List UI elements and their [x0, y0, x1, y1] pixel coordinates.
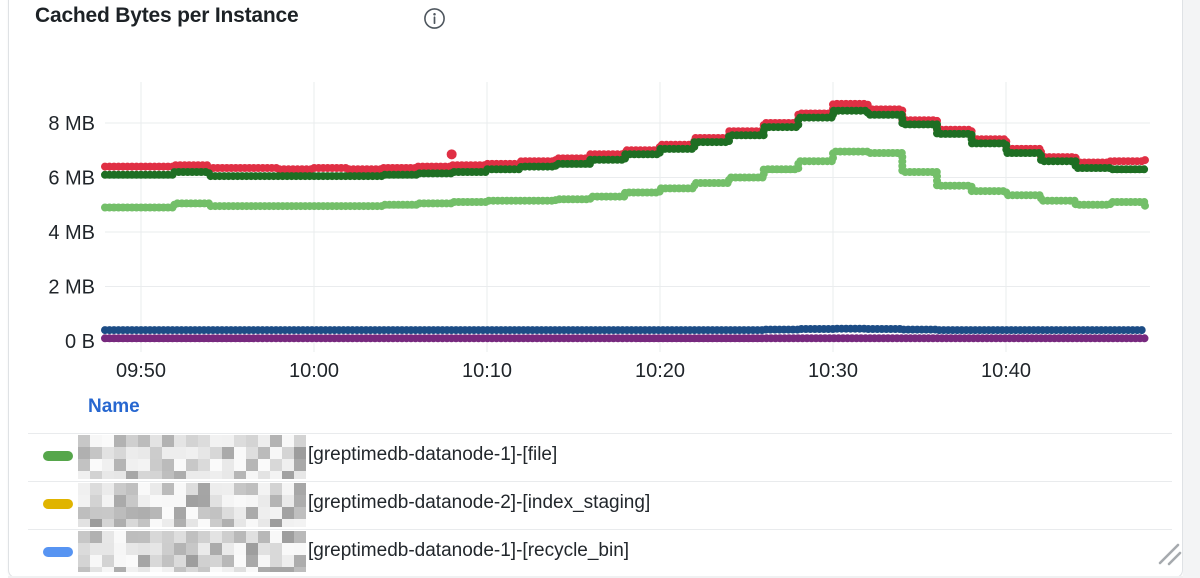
panel-resize-handle[interactable]	[1150, 528, 1190, 572]
panel-gutter-bottom	[8, 576, 1183, 578]
y-axis-tick-label: 8 MB	[48, 113, 95, 135]
y-axis-tick-label: 0 B	[65, 331, 95, 353]
x-axis-tick-label: 10:30	[808, 360, 858, 382]
redacted-text-mosaic	[78, 483, 306, 527]
legend-row-divider	[28, 481, 1172, 482]
series-light-green	[101, 147, 1149, 212]
time-series-chart[interactable]: 09:50 10:00 10:10 10:20 10:30 10:40 8 MB 6 MB 4 …	[0, 0, 1200, 400]
legend-column-header-name[interactable]: Name	[88, 396, 140, 417]
redacted-text-mosaic	[78, 531, 306, 572]
x-axis-tick-label: 09:50	[116, 360, 166, 382]
legend-label-clip: [greptimedb-datanode-1]-[file]	[308, 442, 557, 469]
x-axis-tick-label: 10:00	[289, 360, 339, 382]
legend-series-label[interactable]: [greptimedb-datanode-1]-[recycle_bin]	[308, 540, 630, 561]
panel-gutter-right	[1183, 0, 1200, 578]
series-color-marker-icon	[43, 451, 73, 461]
x-axis-tick-label: 10:20	[635, 360, 685, 382]
legend-label-clip: [greptimedb-datanode-2]-[index_staging]	[308, 490, 650, 517]
y-axis-tick-label: 4 MB	[48, 222, 95, 244]
series-dark-green	[101, 106, 1149, 181]
info-circle-icon[interactable]	[423, 7, 446, 30]
series-color-marker-icon	[43, 547, 73, 557]
y-axis-tick-label: 2 MB	[48, 277, 95, 299]
series-dark-blue	[101, 324, 1149, 335]
redacted-text-mosaic	[78, 435, 306, 479]
outlier-point	[446, 149, 457, 160]
series-color-marker-icon	[43, 499, 73, 509]
legend-series-label[interactable]: [greptimedb-datanode-1]-[file]	[308, 444, 558, 465]
y-axis-tick-label: 6 MB	[48, 168, 95, 190]
legend-series-label[interactable]: [greptimedb-datanode-2]-[index_staging]	[308, 492, 651, 513]
panel-title: Cached Bytes per Instance	[35, 4, 299, 27]
legend-row-divider	[28, 529, 1172, 530]
x-axis-tick-label: 10:40	[981, 360, 1031, 382]
legend-row-divider	[28, 433, 1172, 434]
legend-label-clip: [greptimedb-datanode-1]-[recycle_bin]	[308, 538, 629, 565]
x-axis-tick-label: 10:10	[462, 360, 512, 382]
